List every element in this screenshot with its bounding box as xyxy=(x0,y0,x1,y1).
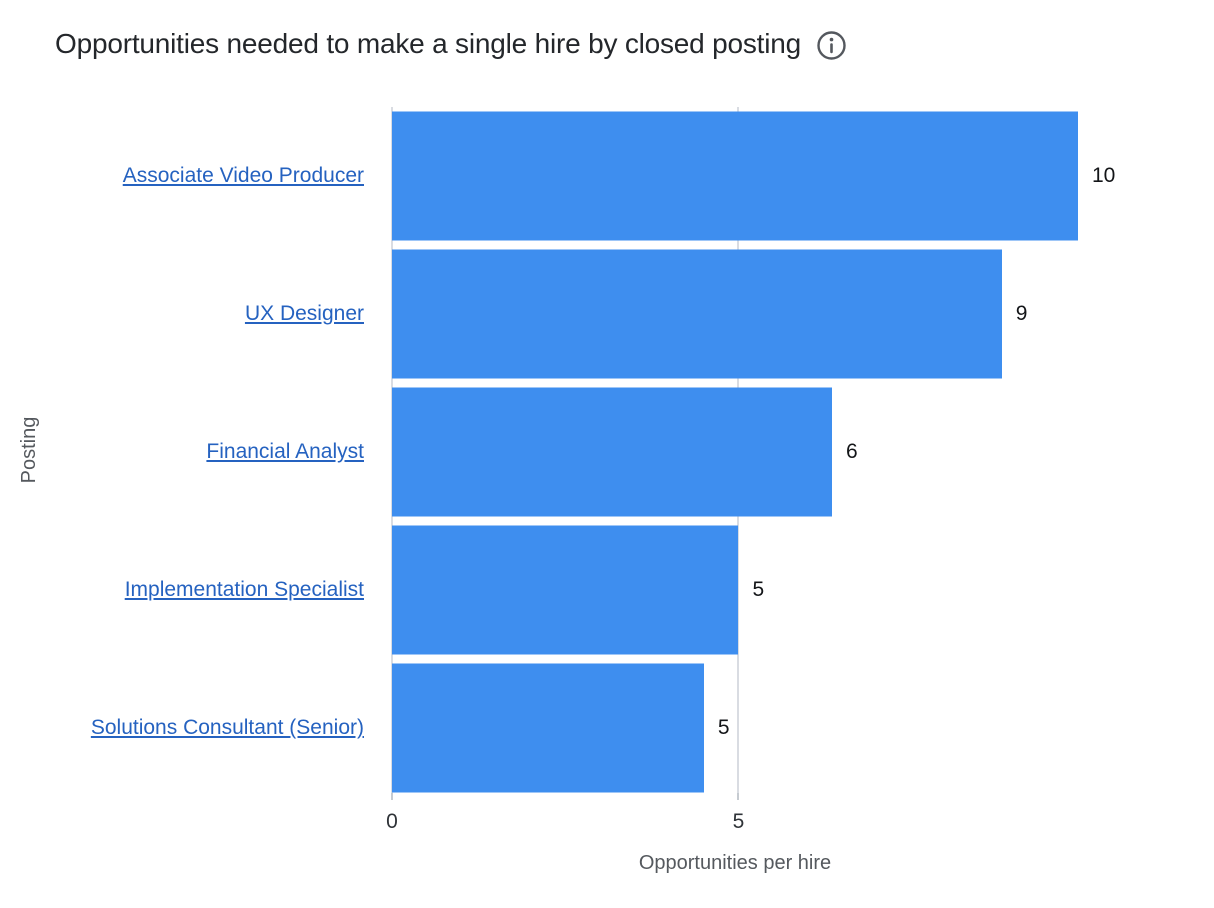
bar-value-label: 6 xyxy=(846,440,858,463)
posting-link[interactable]: Implementation Specialist xyxy=(124,577,364,601)
posting-label-cell: UX Designer xyxy=(0,301,364,327)
bar[interactable] xyxy=(392,111,1078,241)
posting-link[interactable]: Financial Analyst xyxy=(206,439,364,463)
chart-row: UX Designer 9 xyxy=(0,245,1214,383)
x-tick-label: 0 xyxy=(386,810,398,833)
bar-value-label: 5 xyxy=(752,578,765,601)
posting-link[interactable]: Solutions Consultant (Senior) xyxy=(90,715,364,739)
tick-mark-x-5 xyxy=(737,793,740,800)
bar[interactable] xyxy=(392,663,704,793)
posting-label-cell: Solutions Consultant (Senior) xyxy=(0,715,364,741)
bar-rows: Associate Video Producer 10 UX Designer 9 Fi… xyxy=(0,107,1214,797)
bar[interactable] xyxy=(392,387,832,517)
chart-title: Opportunities needed to make a single hi… xyxy=(55,28,802,59)
bar-value-label: 10 xyxy=(1092,164,1116,187)
bar-area: 10 xyxy=(392,107,1214,245)
info-circle-icon[interactable] xyxy=(816,30,847,61)
bar-value-label: 5 xyxy=(717,716,730,739)
x-tick-label: 5 xyxy=(732,810,745,833)
posting-label-cell: Associate Video Producer xyxy=(0,163,364,189)
bar-area: 5 xyxy=(392,659,1214,797)
chart-row: Financial Analyst 6 xyxy=(0,383,1214,521)
bar-area: 9 xyxy=(392,245,1214,383)
posting-label-cell: Financial Analyst xyxy=(0,439,364,465)
chart-row: Implementation Specialist 5 xyxy=(0,521,1214,659)
chart-row: Associate Video Producer 10 xyxy=(0,107,1214,245)
posting-link[interactable]: UX Designer xyxy=(244,301,364,325)
bar-area: 6 xyxy=(392,383,1214,521)
x-axis-title: Opportunities per hire xyxy=(638,852,832,874)
bar-area: 5 xyxy=(392,521,1214,659)
bar[interactable] xyxy=(392,525,739,655)
posting-link[interactable]: Associate Video Producer xyxy=(122,163,364,187)
bar[interactable] xyxy=(392,249,1002,379)
tick-mark-x-0 xyxy=(391,793,393,800)
posting-label-cell: Implementation Specialist xyxy=(0,577,364,603)
chart-row: Solutions Consultant (Senior) 5 xyxy=(0,659,1214,797)
chart-header: Opportunities needed to make a single hi… xyxy=(55,27,847,61)
bar-value-label: 9 xyxy=(1015,302,1028,325)
